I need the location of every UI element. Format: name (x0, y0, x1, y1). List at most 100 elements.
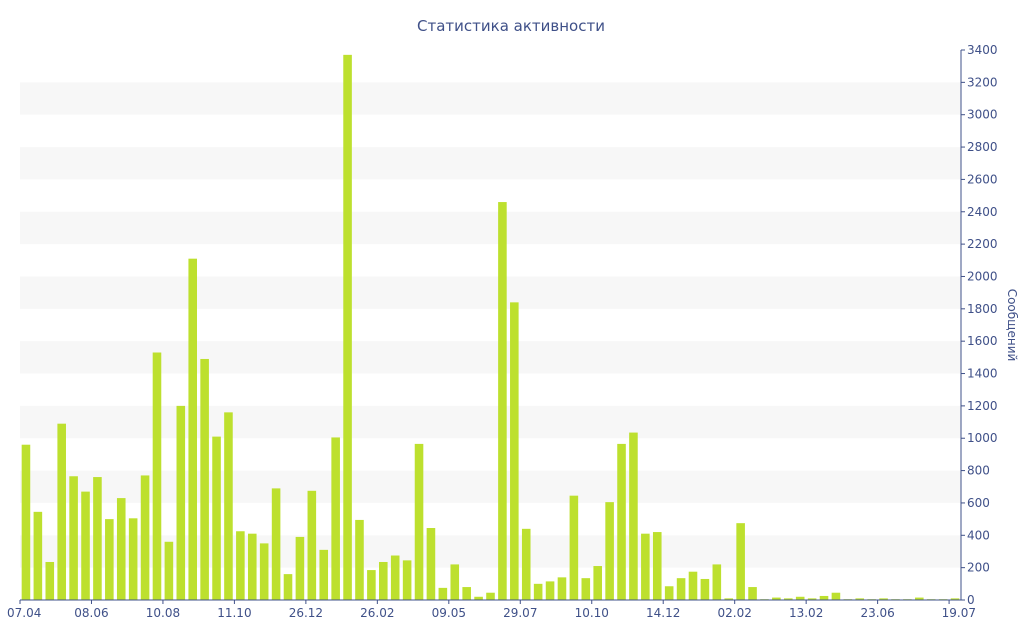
x-tick-label: 02.02 (718, 606, 752, 620)
bar (343, 54, 352, 600)
bar (438, 587, 448, 600)
bar (307, 490, 317, 600)
bar (379, 561, 388, 600)
bar (57, 423, 66, 600)
bar (414, 443, 424, 600)
bar (748, 587, 757, 600)
bar (819, 595, 829, 600)
bar (426, 528, 436, 600)
bar (700, 578, 710, 600)
bar (652, 532, 662, 600)
grid-band (20, 341, 961, 374)
bar (486, 592, 495, 600)
bar (498, 202, 507, 600)
bar (224, 412, 233, 600)
x-axis-ticks: 07.04 08.06 10.08 11.10 26.12 26.02 09.05 29.07… (7, 600, 976, 620)
grid-band (20, 276, 961, 309)
x-tick-label: 10.10 (575, 606, 609, 620)
bar (950, 598, 960, 600)
bar (510, 302, 519, 600)
bar (236, 531, 245, 600)
bar (641, 533, 650, 600)
bar (21, 444, 31, 600)
grid-band (20, 147, 961, 180)
bar (176, 405, 186, 600)
grid-band (20, 211, 961, 245)
y-tick-label: 2000 (967, 269, 998, 283)
y-tick-label: 2600 (967, 172, 998, 186)
bar (676, 578, 686, 600)
bar (200, 358, 209, 600)
bar (164, 541, 174, 600)
bar (355, 519, 364, 600)
bar (93, 477, 102, 600)
bar (81, 491, 90, 600)
y-tick-label: 2200 (967, 237, 998, 251)
x-tick-label: 09.05 (432, 606, 466, 620)
bar (116, 498, 126, 600)
y-tick-label: 400 (967, 528, 990, 542)
bar (724, 598, 734, 600)
y-tick-label: 1800 (967, 302, 998, 316)
x-tick-label: 10.08 (146, 606, 180, 620)
bar (283, 574, 293, 600)
bar (271, 488, 281, 600)
bar (533, 583, 543, 600)
x-tick-label: 08.06 (74, 606, 108, 620)
bar (521, 528, 531, 600)
bar (105, 519, 114, 600)
bar (831, 592, 841, 600)
bar (462, 587, 471, 600)
grid-bands (20, 82, 961, 568)
y-tick-label: 3000 (967, 108, 998, 122)
bar (69, 476, 78, 600)
bar (45, 561, 55, 600)
y-axis-ticks: 0 200 400 600 800 1000 1200 1400 1600 1800 2000 220… (961, 43, 998, 607)
y-tick-label: 2800 (967, 140, 998, 154)
bar (879, 598, 888, 600)
bar (688, 571, 698, 600)
y-tick-label: 1400 (967, 367, 998, 381)
x-tick-label: 07.04 (7, 606, 41, 620)
bar (247, 533, 257, 600)
bar (450, 564, 460, 600)
y-axis-label: Сообщений (1005, 289, 1019, 362)
y-tick-label: 800 (967, 464, 990, 478)
y-tick-label: 200 (967, 561, 990, 575)
bar (295, 536, 305, 600)
y-tick-label: 0 (967, 593, 975, 607)
bar (557, 577, 567, 600)
bar (331, 437, 340, 600)
bar (736, 523, 745, 600)
bar (33, 511, 43, 600)
bar (188, 258, 198, 600)
bar (545, 581, 555, 600)
bar (795, 596, 805, 600)
y-tick-label: 600 (967, 496, 990, 510)
y-tick-label: 1600 (967, 334, 998, 348)
x-tick-label: 11.10 (217, 606, 251, 620)
bars (21, 54, 960, 600)
bar (855, 598, 865, 600)
bar (128, 518, 138, 600)
bar (259, 543, 269, 600)
x-tick-label: 26.12 (289, 606, 323, 620)
chart-title: Статистика активности (417, 17, 605, 35)
bar (212, 436, 221, 600)
x-tick-label: 26.02 (360, 606, 394, 620)
x-tick-label: 19.07 (942, 606, 976, 620)
y-tick-label: 1200 (967, 399, 998, 413)
bar (629, 432, 638, 600)
x-tick-label: 14.12 (646, 606, 680, 620)
bar (664, 586, 674, 600)
bar (390, 555, 400, 600)
y-tick-label: 3400 (967, 43, 998, 57)
bar (402, 560, 412, 600)
x-tick-label: 23.06 (860, 606, 894, 620)
bar (152, 352, 162, 600)
bar (605, 502, 614, 600)
bar (474, 596, 483, 600)
bar (807, 598, 817, 600)
x-tick-label: 29.07 (503, 606, 537, 620)
